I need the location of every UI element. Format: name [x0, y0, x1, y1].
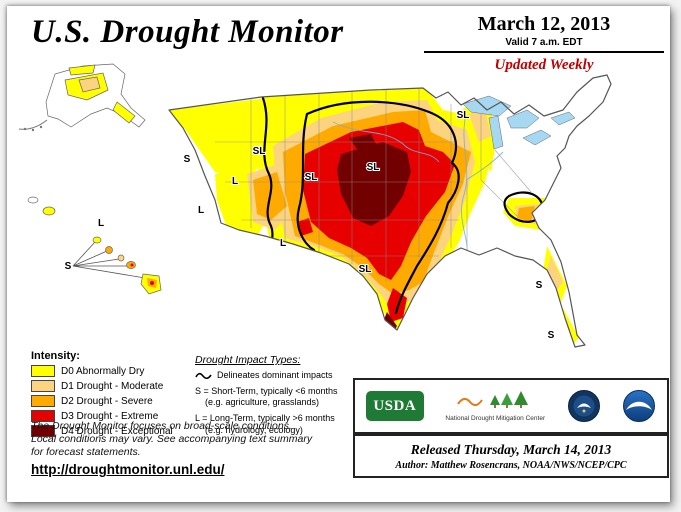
- impact-label-SL: SL: [359, 264, 372, 275]
- drought-d4-regions: [337, 134, 411, 336]
- legend-item: D1 Drought - Moderate: [31, 380, 191, 392]
- disclaimer-line-2: Local conditions may vary. See accompany…: [31, 432, 313, 445]
- legend-rows: D0 Abnormally Dry D1 Drought - Moderate D2…: [31, 365, 191, 437]
- agency-logos-box: USDA National Drought Mitigation Center: [353, 378, 669, 434]
- legend-swatch: [31, 425, 55, 437]
- conus-outline: [168, 74, 612, 348]
- impact-label-L: L: [98, 218, 104, 229]
- legend-label: D0 Abnormally Dry: [61, 365, 145, 377]
- legend-item: D0 Abnormally Dry: [31, 365, 191, 377]
- delineates-label: Delineates dominant impacts: [217, 370, 333, 380]
- page-title: U.S. Drought Monitor: [31, 14, 344, 50]
- impact-label-S: S: [184, 154, 191, 165]
- puerto-rico-inset: [27, 196, 56, 216]
- released-date: Released Thursday, March 14, 2013: [410, 441, 612, 457]
- ndmc-caption: National Drought Mitigation Center: [445, 415, 546, 423]
- author-credit: Author: Matthew Rosencrans, NOAA/NWS/NCE…: [395, 459, 627, 471]
- legend-swatch: [31, 380, 55, 392]
- legend-item: D3 Drought - Extreme: [31, 410, 191, 422]
- impact-label-SL: SL: [305, 172, 318, 183]
- squiggle-line-icon: [195, 373, 212, 380]
- updated-weekly-note: Updated Weekly: [494, 57, 594, 73]
- rivers: [332, 113, 504, 257]
- legend-heading: Intensity:: [31, 350, 80, 362]
- impact-label-SL: SL: [367, 162, 380, 173]
- valid-time: Valid 7 a.m. EDT: [505, 37, 583, 48]
- long-term-example: (e.g. hydrology, ecology): [205, 424, 303, 435]
- hawaii-inset: [72, 236, 162, 295]
- impact-types-panel: Drought Impact Types: Delineates dominan…: [195, 354, 355, 440]
- legend-label: D3 Drought - Extreme: [61, 410, 159, 422]
- drought-monitor-url[interactable]: http://droughtmonitor.unl.edu/: [31, 462, 225, 477]
- disclaimer-text: The Drought Monitor focuses on broad-sca…: [31, 420, 343, 458]
- legend-label: D2 Drought - Severe: [61, 395, 153, 407]
- legend-item: D2 Drought - Severe: [31, 395, 191, 407]
- impact-label-S: S: [548, 330, 555, 341]
- noaa-logo-icon: [623, 390, 656, 422]
- disclaimer-line-1: The Drought Monitor focuses on broad-sca…: [31, 420, 292, 432]
- legend-item: D4 Drought - Exceptional: [31, 425, 191, 437]
- date-wrap: March 12, 2013 Valid 7 a.m. EDT: [424, 13, 664, 53]
- impact-label-L: L: [232, 176, 238, 187]
- impact-types-heading: Drought Impact Types:: [195, 354, 301, 366]
- legend-label: D1 Drought - Moderate: [61, 380, 164, 392]
- delineates-row: Delineates dominant impacts: [195, 370, 355, 382]
- state-boundaries: [215, 88, 532, 282]
- short-term-line: S = Short-Term, typically <6 months: [195, 385, 338, 396]
- impact-label-S: S: [65, 261, 72, 272]
- ndmc-logo: National Drought Mitigation Center: [445, 389, 545, 422]
- map-date: March 12, 2013: [477, 13, 611, 35]
- usda-logo: USDA: [365, 391, 424, 421]
- impact-label-S: S: [536, 280, 543, 291]
- great-lakes: [462, 95, 576, 150]
- conus-map: [168, 74, 612, 348]
- legend-swatch: [31, 410, 55, 422]
- poster-page: U.S. Drought Monitor March 12, 2013 Vali…: [7, 6, 670, 502]
- impact-label-L: L: [280, 238, 286, 249]
- ndmc-trees-icon: [457, 391, 529, 409]
- commerce-seal-icon: [567, 390, 600, 422]
- intensity-legend: Intensity: D0 Abnormally Dry D1 Drought -…: [31, 350, 191, 437]
- hawaii-pointer-lines: [72, 241, 146, 279]
- impact-label-L: L: [198, 205, 204, 216]
- long-term-line: L = Long-Term, typically >6 months: [195, 413, 335, 424]
- alaska-inset: [18, 63, 146, 132]
- legend-label: D4 Drought - Exceptional: [61, 425, 173, 437]
- impact-label-SL: SL: [457, 110, 470, 121]
- disclaimer-line-3: for forecast statements.: [31, 445, 141, 458]
- impact-label-SL: SL: [253, 146, 266, 157]
- legend-swatch: [31, 365, 55, 377]
- short-term-example: (e.g. agriculture, grasslands): [205, 397, 320, 408]
- legend-swatch: [31, 395, 55, 407]
- release-info-box: Released Thursday, March 14, 2013 Author…: [353, 434, 669, 478]
- date-block: March 12, 2013 Valid 7 a.m. EDT Updated …: [424, 13, 664, 74]
